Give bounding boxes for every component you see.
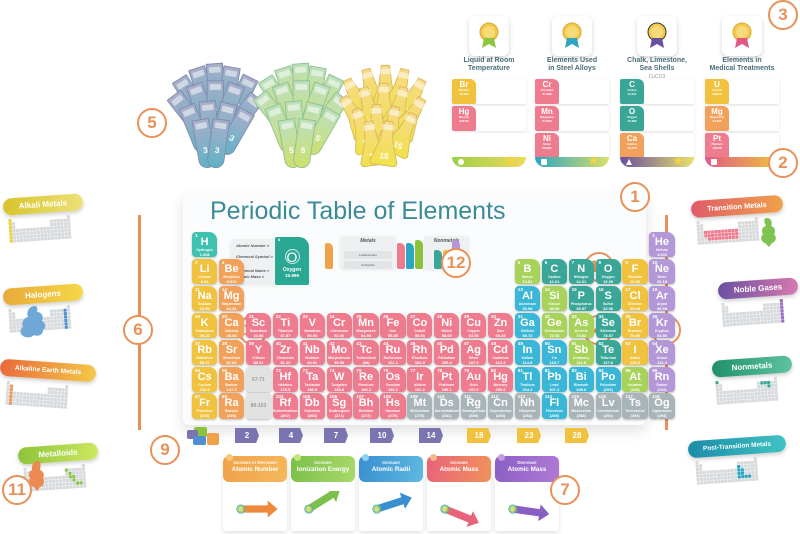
svg-text:15: 15 [379, 151, 390, 161]
